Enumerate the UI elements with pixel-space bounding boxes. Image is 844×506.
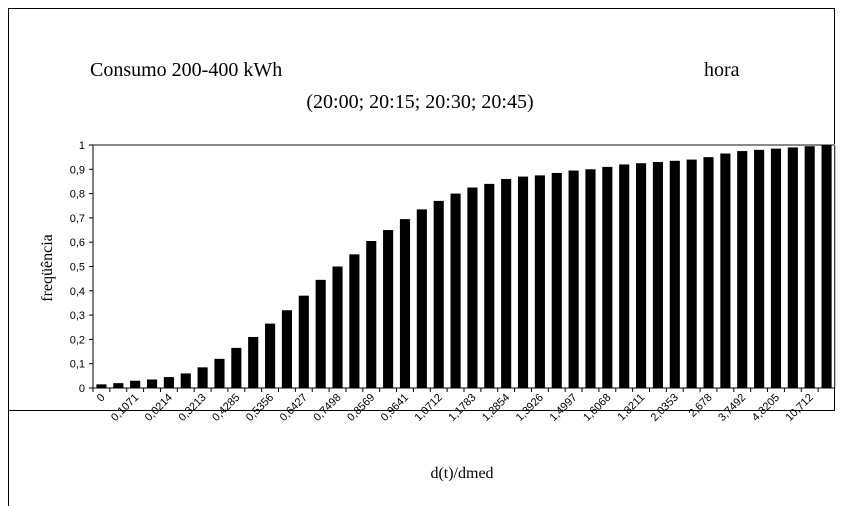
y-tick-label: 0,7: [70, 213, 85, 225]
x-tick-label: 0,1071: [109, 392, 141, 424]
bar: [433, 200, 444, 388]
bar: [551, 172, 562, 388]
x-tick-label: 0,4285: [210, 392, 242, 424]
x-tick-label: 0,7498: [311, 392, 343, 424]
y-tick-label: 0: [79, 383, 85, 395]
bar: [383, 230, 394, 388]
bar: [450, 193, 461, 388]
x-tick-label: 0,5356: [244, 392, 276, 424]
bar: [534, 175, 545, 388]
x-tick-label: 0,8569: [345, 392, 377, 424]
bar: [315, 279, 326, 388]
y-tick-label: 0,4: [70, 286, 85, 298]
y-tick-label: 0,1: [70, 359, 85, 371]
bar: [585, 169, 596, 388]
y-tick-label: 0,3: [70, 310, 85, 322]
bar: [619, 164, 630, 388]
bar: [501, 179, 512, 388]
bar: [636, 163, 647, 388]
bar: [197, 367, 208, 388]
x-tick-label: 2,678: [687, 392, 715, 420]
y-tick-label: 1: [79, 140, 85, 152]
bar: [298, 295, 309, 388]
bar: [130, 380, 141, 388]
x-tick-label: 0,6427: [278, 392, 310, 424]
bar: [484, 183, 495, 388]
bar: [146, 379, 158, 388]
y-tick-label: 0,5: [70, 262, 85, 274]
bar: [652, 162, 663, 388]
x-tick-label: 1,0712: [413, 392, 445, 424]
bar: [770, 148, 782, 388]
x-tick-label: 10,712: [784, 392, 816, 424]
bar: [231, 347, 242, 388]
bar: [248, 336, 259, 388]
x-tick-label: 1,2854: [480, 392, 512, 424]
bar: [602, 166, 613, 388]
x-axis-label: d(t)/dmed: [430, 465, 493, 482]
bar: [96, 384, 107, 388]
bar: [787, 147, 798, 388]
y-tick-label: 0,2: [70, 334, 85, 346]
bar: [686, 159, 697, 388]
bar: [214, 358, 225, 388]
bar: [416, 209, 427, 388]
bar: [349, 254, 360, 388]
x-tick-label: 0,3213: [176, 392, 208, 424]
bar: [332, 266, 343, 388]
chart-subtitle: (20:00; 20:15; 20:30; 20:45): [306, 91, 533, 113]
bar: [265, 323, 276, 388]
chart-title-right: hora: [704, 59, 740, 81]
bar: [517, 176, 529, 388]
chart-title: Consumo 200-400 kWh: [90, 59, 282, 81]
bar: [703, 157, 714, 388]
bar: [399, 219, 411, 388]
x-tick-label: 1,8211: [615, 392, 647, 424]
y-tick-label: 0,8: [70, 189, 85, 201]
bar: [720, 153, 731, 388]
bar: [180, 373, 191, 388]
x-tick-label: 1,1783: [446, 392, 478, 424]
x-tick-label: 3,7492: [716, 392, 748, 424]
bar: [754, 149, 765, 388]
bar: [568, 170, 579, 388]
x-tick-label: 2,0353: [649, 392, 681, 424]
bar: [804, 146, 815, 388]
bar: [281, 310, 292, 388]
bar: [669, 160, 680, 388]
x-tick-label: 1,6068: [581, 392, 613, 424]
y-axis-label: freqüência: [39, 234, 56, 302]
x-tick-label: 4,8205: [750, 392, 782, 424]
bar: [163, 377, 174, 388]
x-tick-label: 1,4997: [547, 392, 579, 424]
y-tick-label: 0,6: [70, 237, 85, 249]
bar: [737, 151, 748, 388]
y-tick-label: 0,9: [70, 164, 85, 176]
bar: [467, 187, 478, 388]
bar: [366, 240, 377, 388]
x-tick-label: 0: [95, 392, 108, 405]
x-tick-label: 1,3926: [514, 392, 546, 424]
bar: [113, 383, 124, 388]
x-tick-label: 0,9641: [379, 392, 411, 424]
x-tick-label: 0,0214: [143, 392, 175, 424]
bar: [821, 145, 832, 388]
